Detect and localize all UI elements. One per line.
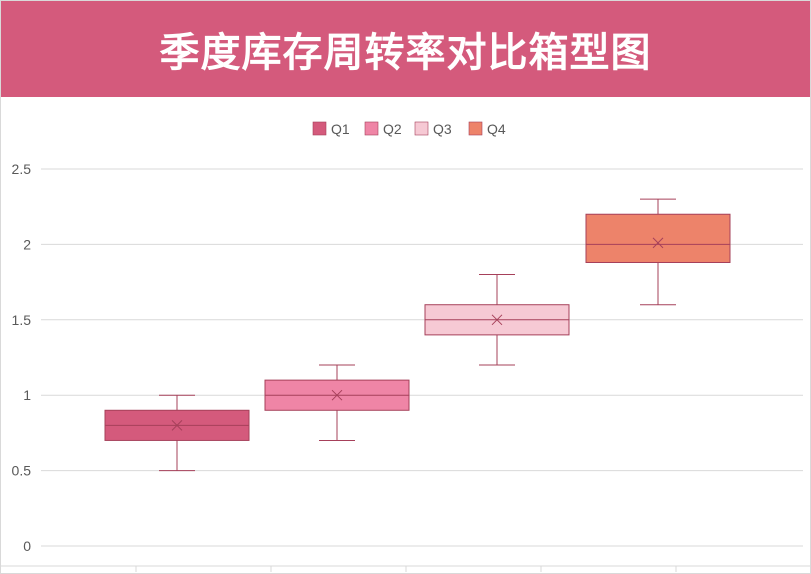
legend-label-q1: Q1 — [331, 121, 350, 137]
mean-marker — [331, 389, 343, 401]
legend-swatch-q2 — [364, 121, 379, 136]
legend-label-q3: Q3 — [433, 121, 452, 137]
legend-swatch-q4 — [468, 121, 483, 136]
legend-label-q4: Q4 — [487, 121, 506, 137]
y-tick-label: 2.5 — [12, 161, 32, 177]
y-tick-label: 0 — [23, 538, 31, 554]
y-tick-label: 2 — [23, 236, 31, 252]
y-tick-label: 1.5 — [12, 312, 32, 328]
legend-label-q2: Q2 — [383, 121, 402, 137]
y-tick-label: 1 — [23, 387, 31, 403]
box-q4 — [585, 213, 731, 263]
legend-swatch-q1 — [312, 121, 327, 136]
mean-marker — [652, 237, 664, 249]
y-tick-label: 0.5 — [12, 463, 32, 479]
title-banner: 季度库存周转率对比箱型图 — [1, 1, 810, 97]
legend-swatch-q3 — [414, 121, 429, 136]
mean-marker — [171, 420, 183, 431]
mean-marker — [491, 314, 503, 326]
chart-title: 季度库存周转率对比箱型图 — [159, 30, 652, 76]
box-plot-chart: 0 0.5 1 1.5 2 2.5 Q1 Q2 Q3 Q4 — [1, 121, 810, 572]
